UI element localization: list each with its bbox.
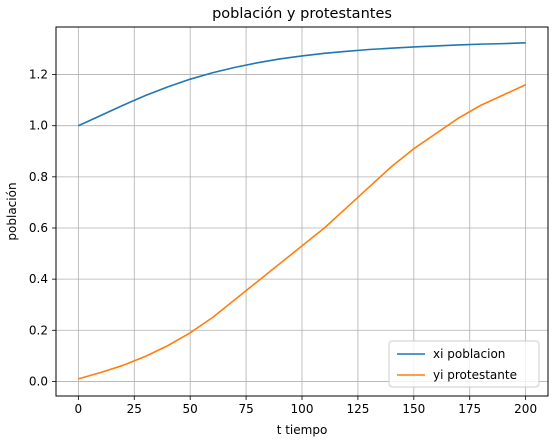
x-tick-label: 50 [183, 402, 198, 416]
y-tick-label: 0.8 [29, 170, 48, 184]
grid-layer [56, 27, 548, 396]
x-tick-label: 150 [402, 402, 425, 416]
series-line-1 [78, 84, 526, 380]
x-tick-label: 175 [458, 402, 481, 416]
y-tick-label: 1.2 [29, 68, 48, 82]
y-tick-label: 0.0 [29, 374, 48, 388]
x-tick-label: 25 [127, 402, 142, 416]
x-axis-label: t tiempo [277, 423, 328, 437]
tick-layer: 0 25 50 75 100 125 150 175 200 0.0 0.2 0.4 0.6 0.8 1.0… [29, 68, 537, 416]
x-tick-label: 200 [514, 402, 537, 416]
y-tick-label: 0.4 [29, 272, 48, 286]
legend-label-yi-protestante: yi protestante [433, 368, 517, 382]
chart-title: población y protestantes [212, 6, 392, 22]
legend: xi poblacion yi protestante [388, 340, 540, 388]
x-tick-label: 100 [291, 402, 314, 416]
legend-box [388, 340, 540, 388]
x-tick-label: 0 [75, 402, 83, 416]
x-tick-label: 75 [238, 402, 253, 416]
y-axis-label: población [5, 182, 19, 240]
x-tick-label: 125 [346, 402, 369, 416]
y-tick-label: 0.2 [29, 323, 48, 337]
series-layer [78, 42, 526, 380]
legend-label-xi-poblacion: xi poblacion [433, 347, 505, 361]
series-line-0 [78, 42, 526, 127]
y-tick-label: 0.6 [29, 221, 48, 235]
y-tick-label: 1.0 [29, 119, 48, 133]
